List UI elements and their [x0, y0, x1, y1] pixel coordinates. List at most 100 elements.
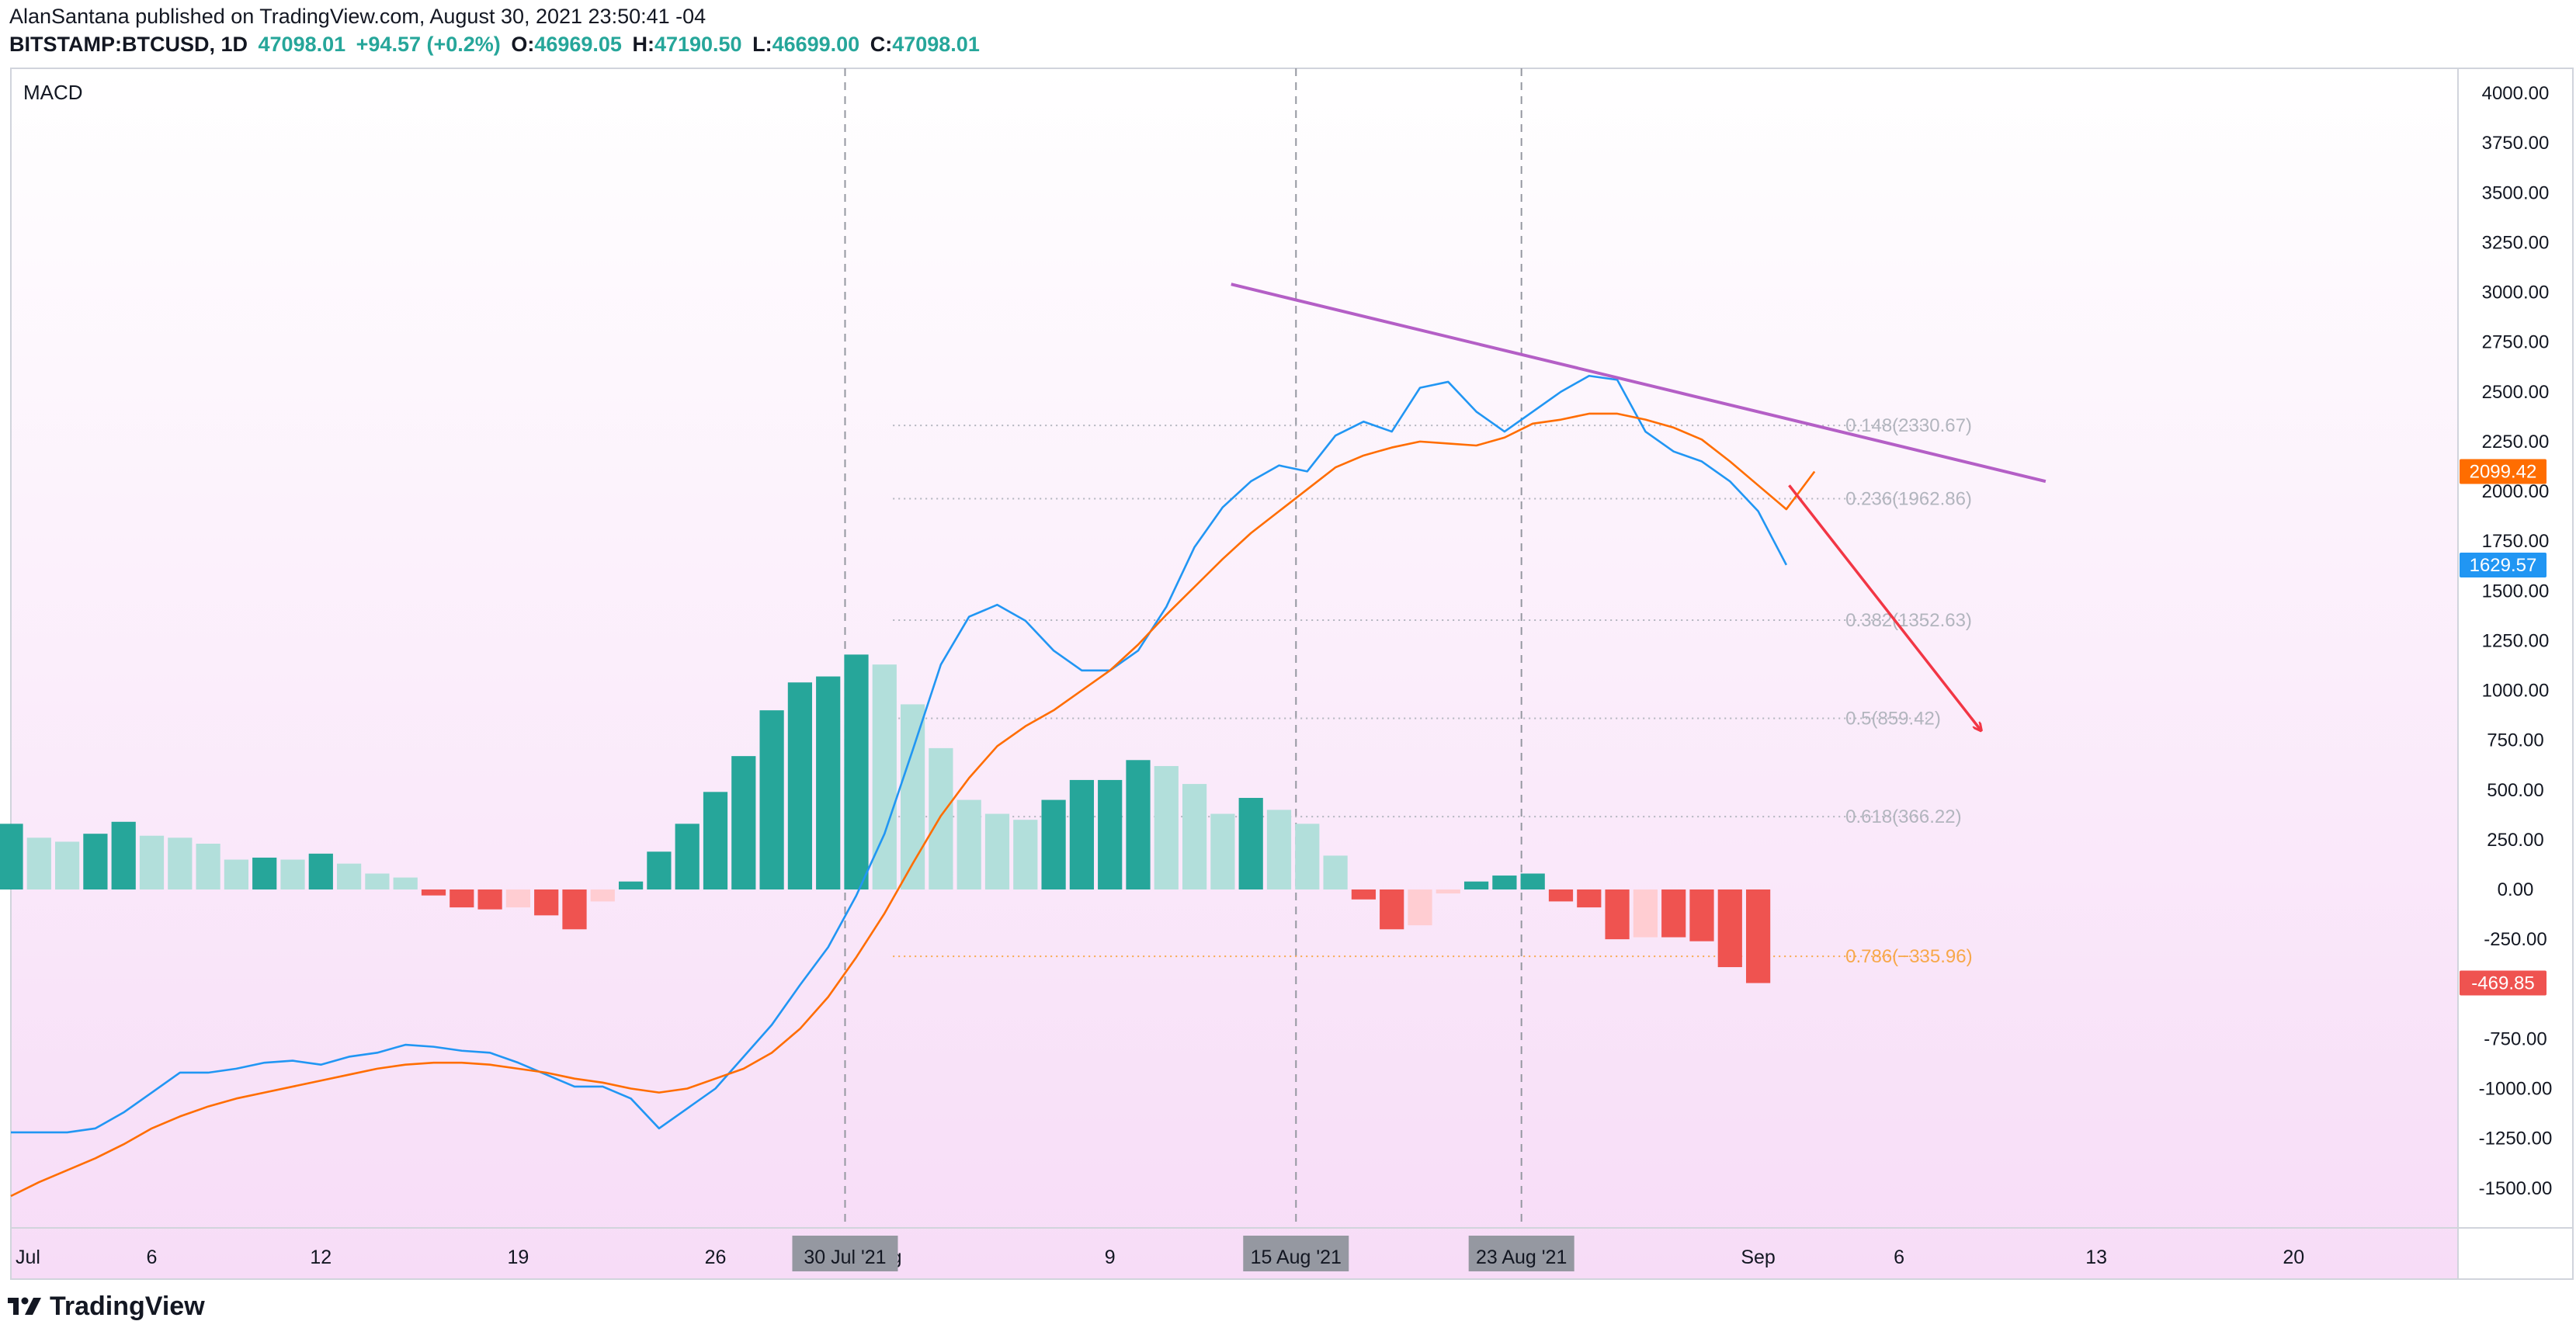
histogram-bar: [1661, 889, 1686, 938]
x-tick-label: 26: [705, 1247, 727, 1268]
tradingview-logo-icon: [8, 1297, 41, 1315]
histogram-bar: [1154, 765, 1179, 889]
histogram-bar: [1520, 873, 1545, 889]
histogram-bar: [759, 710, 784, 889]
histogram-bar: [984, 813, 1010, 889]
histogram-bar: [196, 844, 220, 889]
y-tick-label: 1500.00: [2482, 581, 2550, 602]
fib-level-label: 0.148(2330.67): [1845, 415, 1972, 436]
histogram-bar: [618, 881, 644, 889]
histogram-bar: [54, 841, 80, 889]
fib-level-label: 0.618(366.22): [1845, 806, 1961, 827]
histogram-bar: [1689, 889, 1714, 941]
brand-name: TradingView: [50, 1291, 205, 1321]
y-tick-label: -250.00: [2484, 929, 2546, 950]
histogram-bar: [562, 889, 587, 930]
y-tick-label: 3000.00: [2482, 283, 2550, 303]
x-tick-label: 12: [310, 1247, 332, 1268]
histogram-bar: [1351, 889, 1377, 900]
histogram-bar: [1210, 813, 1235, 889]
fib-level-label: 0.236(1962.86): [1845, 489, 1972, 510]
histogram-bar: [1463, 881, 1489, 889]
histogram-bar: [1577, 889, 1602, 908]
publish-info: AlanSantana published on TradingView.com…: [9, 5, 706, 28]
histogram-bar: [252, 857, 277, 889]
histogram-bar: [1069, 779, 1095, 889]
histogram-bar: [1098, 779, 1123, 889]
date-marker-label: 30 Jul '21: [804, 1247, 886, 1268]
histogram-bar: [731, 756, 756, 889]
high-label: H:: [632, 33, 654, 56]
y-tick-label: 1250.00: [2482, 630, 2550, 651]
indicator-title: MACD: [23, 81, 83, 104]
y-tick-label: 4000.00: [2482, 83, 2550, 104]
y-tick-label: -750.00: [2484, 1028, 2546, 1049]
close-value: 47098.01: [892, 33, 980, 56]
last-value-label: -469.85: [2471, 973, 2534, 994]
tradingview-logo[interactable]: TradingView: [8, 1287, 205, 1326]
open-label: O:: [511, 33, 535, 56]
histogram-bar: [1323, 855, 1348, 889]
x-tick-label: Sep: [1741, 1247, 1775, 1268]
histogram-bar: [224, 859, 249, 889]
resistance-trendline[interactable]: [1231, 283, 2047, 484]
last-value-badge: [2460, 553, 2546, 578]
histogram-bar: [308, 853, 333, 889]
histogram-bar: [787, 682, 813, 889]
histogram-bar: [365, 873, 390, 889]
date-marker-badge: [1468, 1236, 1574, 1271]
histogram-bar: [1182, 784, 1207, 889]
plot-border: [10, 68, 2574, 1280]
close-label: C:: [870, 33, 893, 56]
histogram-bar: [1605, 889, 1630, 940]
signal-line: [10, 412, 1816, 1198]
y-tick-label: 2750.00: [2482, 332, 2550, 353]
histogram-bar: [872, 664, 897, 889]
symbol-name[interactable]: BITSTAMP:BTCUSD, 1D: [9, 33, 248, 56]
histogram-bar: [421, 889, 446, 896]
histogram-bar: [111, 821, 136, 889]
macd-line: [11, 374, 1788, 1134]
projection-arrow[interactable]: [1788, 484, 1981, 730]
histogram-bar: [1126, 760, 1151, 889]
histogram-bar: [505, 889, 531, 908]
histogram-bar: [139, 835, 165, 889]
y-tick-label: -1000.00: [2479, 1079, 2553, 1100]
high-value: 47190.50: [654, 33, 742, 56]
y-tick-label: 500.00: [2487, 780, 2543, 801]
histogram-bar: [1745, 889, 1771, 983]
x-tick-label: 20: [2283, 1247, 2304, 1268]
histogram-bar: [1436, 889, 1460, 894]
y-tick-label: 750.00: [2487, 730, 2543, 751]
last-price: 47098.01: [258, 33, 346, 56]
last-value-label: 1629.57: [2470, 555, 2537, 576]
y-tick-label: 1750.00: [2482, 531, 2550, 552]
x-tick-label: 9: [1105, 1247, 1116, 1268]
x-tick-label: 19: [507, 1247, 529, 1268]
histogram-bar: [1633, 889, 1658, 938]
x-tick-label: 6: [1894, 1247, 1904, 1268]
y-tick-label: 3500.00: [2482, 182, 2550, 203]
y-tick-label: -1250.00: [2479, 1129, 2553, 1149]
histogram-bar: [1492, 876, 1517, 889]
histogram-bar: [280, 859, 305, 889]
histogram-bar: [1380, 889, 1404, 930]
histogram-bar: [477, 889, 502, 910]
price-change: +94.57 (+0.2%): [356, 33, 501, 56]
y-tick-label: 250.00: [2487, 830, 2543, 851]
histogram-bar: [1717, 889, 1742, 968]
open-value: 46969.05: [534, 33, 622, 56]
histogram-bar: [393, 877, 418, 889]
histogram-bar: [534, 889, 559, 916]
histogram-bar: [1013, 820, 1038, 889]
y-tick-label: 2500.00: [2482, 382, 2550, 403]
last-value-label: 2099.42: [2470, 461, 2537, 482]
histogram-bar: [450, 889, 474, 908]
y-tick-label: 2250.00: [2482, 432, 2550, 453]
fib-level-label: 0.382(1352.63): [1845, 610, 1972, 631]
histogram-bar: [1238, 798, 1263, 889]
low-label: L:: [752, 33, 772, 56]
histogram-bar: [844, 654, 869, 889]
date-marker-label: 23 Aug '21: [1476, 1247, 1567, 1268]
